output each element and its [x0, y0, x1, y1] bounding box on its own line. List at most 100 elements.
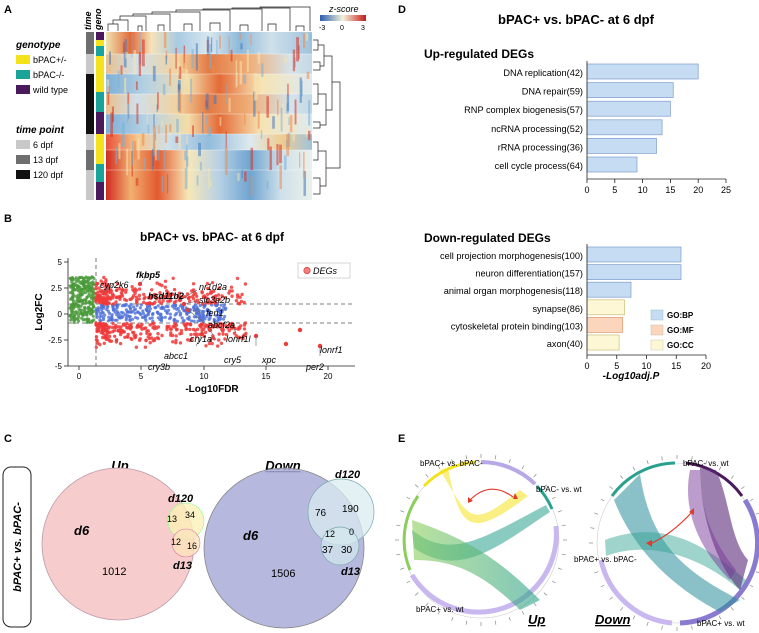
- gene-label-slc3a2b: slc3a2b: [199, 295, 230, 305]
- go-legend-bp: GO:BP: [667, 311, 694, 320]
- volcano-ytick-neg5: -5: [55, 362, 63, 371]
- gene-label-cry1a: cry1a: [190, 334, 212, 344]
- volcano-title: bPAC+ vs. bPAC- at 6 dpf: [140, 230, 285, 244]
- bar-barsDown-1: [586, 264, 682, 280]
- xtick-barsUp-5: 25: [721, 185, 731, 195]
- go-legend-mf: GO:MF: [667, 326, 694, 335]
- heatmap-texture: [106, 32, 312, 198]
- panel-b-letter: B: [4, 213, 12, 225]
- xtick-barsDown-2: 10: [641, 361, 651, 371]
- venn-up-d13-label: d13: [173, 560, 192, 572]
- chord-up-label-3: bPAC+ vs. wt: [416, 605, 464, 614]
- xtick-barsUp-4: 20: [693, 185, 703, 195]
- venn-up-n-d120: 34: [185, 510, 195, 520]
- venn-down-n-all: 12: [325, 529, 335, 539]
- time-6dpf-label: 6 dpf: [33, 140, 54, 150]
- down-bar-chart: cell projection morphogenesis(100) neuron…: [440, 244, 711, 371]
- venn-down-n-d120: 190: [342, 504, 359, 515]
- volcano-xtick-0: 0: [77, 372, 82, 381]
- volcano-ytick-neg2-5: -2.5: [48, 336, 62, 345]
- bar-label-barsUp-1: DNA repair(59): [522, 87, 583, 97]
- bar-label-barsUp-3: ncRNA processing(52): [491, 124, 583, 134]
- go-legend: GO:BP GO:MF GO:CC: [650, 309, 694, 351]
- gene-label-lonrf1l: lonrf1l: [226, 334, 252, 344]
- chord-up-title: Up: [528, 612, 545, 627]
- genotype-legend: genotype bPAC+/- bPAC-/- wild type: [15, 40, 68, 95]
- bar-label-barsUp-2: RNP complex biogenesis(57): [464, 105, 583, 115]
- venn-up-n-d6-d13: 12: [171, 537, 181, 547]
- zscore-tick-min: -3: [319, 25, 325, 32]
- bar-label-barsUp-5: cell cycle process(64): [495, 161, 583, 171]
- chord-down-title: Down: [595, 612, 630, 627]
- venn-side-label: bPAC+ vs. bPAC-: [12, 502, 24, 592]
- bar-barsUp-2: [586, 100, 671, 117]
- chord-down-label-1: bPAC- vs. wt: [683, 459, 729, 468]
- zscore-tick-mid: 0: [340, 25, 344, 32]
- volcano-xlabel: -Log10FDR: [185, 384, 239, 395]
- gene-label-xpc: xpc: [261, 355, 277, 365]
- xtick-barsUp-2: 10: [638, 185, 648, 195]
- xtick-barsDown-1: 5: [614, 361, 619, 371]
- time-13dpf-label: 13 dpf: [33, 155, 59, 165]
- chord-up-label-2: bPAC- vs. wt: [536, 485, 582, 494]
- heatmap: [106, 32, 312, 200]
- venn-down-d13-label: d13: [341, 566, 360, 578]
- panel-c: C bPAC+ vs. bPAC- Up d6 1012 d120 13 34 …: [2, 433, 375, 629]
- bar-barsDown-4: [586, 317, 624, 333]
- bar-label-barsDown-4: cytoskeletal protein binding(103): [451, 321, 583, 331]
- volcano-ytick-2-5: 2.5: [51, 284, 63, 293]
- venn-up-d13-circle: [171, 528, 201, 558]
- bar-label-barsDown-5: axon(40): [547, 339, 583, 349]
- volcano-xtick-10: 10: [200, 372, 209, 381]
- geno-annotation-bar: [96, 32, 104, 200]
- gene-label-cry3b: cry3b: [148, 362, 170, 372]
- panel-e: E bPAC+ vs. bPAC- bPAC- vs. wt bPAC+ vs.…: [395, 433, 759, 631]
- panel-a-letter: A: [4, 4, 12, 16]
- genotype-wild-type-label: wild type: [32, 85, 68, 95]
- xtick-barsDown-0: 0: [584, 361, 589, 371]
- up-bar-chart: DNA replication(42) DNA repair(59) RNP com…: [464, 61, 731, 195]
- row-dendrogram: [313, 39, 341, 195]
- panel-c-letter: C: [4, 433, 12, 445]
- venn-down-n-d6-d120: 76: [315, 508, 327, 519]
- gene-label-cry5: cry5: [224, 355, 242, 365]
- xtick-barsDown-3: 15: [671, 361, 681, 371]
- panel-d: D bPAC+ vs. bPAC- at 6 dpf Up-regulated …: [398, 4, 731, 382]
- panel-b: B bPAC+ vs. bPAC- at 6 dpf 5 2.5 0 -2.5 …: [4, 213, 355, 395]
- volcano-ytick-0: 0: [58, 310, 63, 319]
- venn-down-d6-label: d6: [243, 528, 259, 543]
- gene-label-cyp2k6: cyp2k6: [100, 280, 129, 290]
- geno-side-label: geno: [93, 8, 103, 31]
- volcano-ytick-5: 5: [58, 258, 63, 267]
- gene-label-abcc1: abcc1: [164, 351, 188, 361]
- volcano-ylabel: Log2FC: [34, 293, 45, 330]
- venn-down-d13-circle: [320, 526, 360, 566]
- genotype-bpac-het-label: bPAC+/-: [33, 55, 67, 65]
- venn-up-n-d13: 16: [187, 541, 197, 551]
- enrichment-title: bPAC+ vs. bPAC- at 6 dpf: [498, 12, 655, 27]
- bar-label-barsDown-0: cell projection morphogenesis(100): [440, 251, 583, 261]
- gene-label-lonrf1: lonrf1: [320, 345, 343, 355]
- volcano-legend-label: DEGs: [313, 266, 338, 276]
- bar-barsDown-2: [586, 281, 632, 298]
- xtick-barsUp-0: 0: [584, 185, 589, 195]
- chord-down: bPAC- vs. wt bPAC+ vs. bPAC- bPAC+ vs. w…: [574, 455, 759, 631]
- column-dendrogram: [107, 6, 311, 31]
- venn-up-d120-label: d120: [168, 493, 194, 505]
- zscore-tick-max: 3: [361, 25, 365, 32]
- gene-label-fkbp5: fkbp5: [136, 270, 161, 280]
- bar-barsUp-4: [586, 138, 657, 154]
- time-legend: time point 6 dpf 13 dpf 120 dpf: [16, 125, 64, 180]
- volcano-points: [68, 275, 323, 349]
- gene-label-fen1: fen1: [206, 308, 224, 318]
- chord-down-label-2: bPAC+ vs. bPAC-: [574, 555, 637, 564]
- xtick-barsUp-1: 5: [612, 185, 617, 195]
- time-legend-title: time point: [16, 125, 64, 136]
- venn-down-n-d120-d13: 0: [349, 527, 354, 537]
- time-120dpf-label: 120 dpf: [33, 170, 64, 180]
- zscore-legend: z-score -3 0 3: [319, 4, 366, 32]
- bar-barsUp-0: [586, 63, 699, 80]
- bar-label-barsDown-2: animal organ morphogenesis(118): [444, 286, 583, 296]
- time-side-label: time: [83, 11, 93, 30]
